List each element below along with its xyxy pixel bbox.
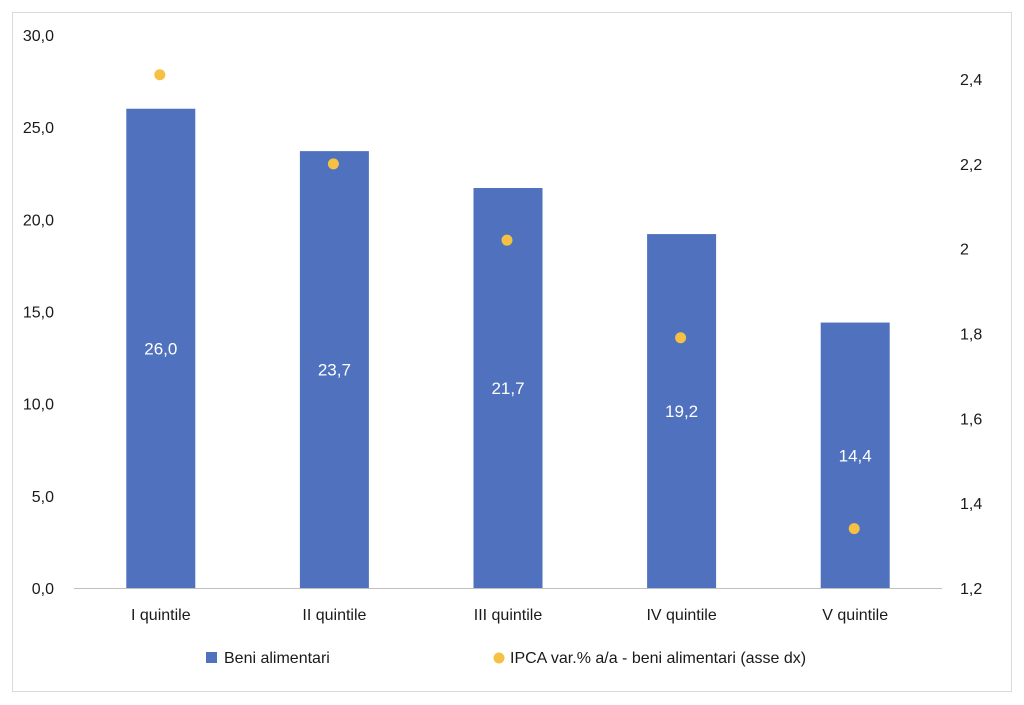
scatter-series [154, 69, 860, 535]
left-tick-label: 0,0 [32, 581, 54, 598]
category-label: V quintile [822, 607, 888, 624]
scatter-point [154, 69, 166, 81]
right-tick-label: 1,8 [960, 327, 982, 344]
bar [126, 108, 196, 588]
category-label: IV quintile [646, 607, 716, 624]
bar-data-label: 26,0 [144, 339, 177, 358]
scatter-point [675, 332, 687, 344]
left-axis-ticks: 0,0 5,0 10,0 15,0 20,0 25,0 30,0 [23, 28, 54, 598]
category-label: I quintile [131, 607, 191, 624]
bar [820, 322, 890, 588]
right-tick-label: 1,2 [960, 581, 982, 598]
bar-data-label: 23,7 [318, 361, 351, 380]
left-tick-label: 10,0 [23, 397, 54, 414]
bar-data-labels: 26,0 23,7 21,7 19,2 14,4 [144, 339, 871, 465]
bar [473, 187, 543, 588]
category-label: II quintile [302, 607, 366, 624]
left-tick-label: 30,0 [23, 28, 54, 45]
left-tick-label: 5,0 [32, 489, 54, 506]
category-labels: I quintile II quintile III quintile IV quin… [131, 607, 888, 624]
legend-bar-swatch [206, 652, 217, 663]
scatter-point [501, 234, 513, 246]
bar [647, 234, 717, 588]
right-tick-label: 2,2 [960, 157, 982, 174]
bar-data-label: 14,4 [839, 446, 872, 465]
right-axis-ticks: 1,2 1,4 1,6 1,8 2 2,2 2,4 [960, 72, 982, 598]
legend-dot-swatch [493, 652, 505, 664]
scatter-point [848, 523, 860, 535]
legend-bar-label: Beni alimentari [224, 650, 330, 667]
right-tick-label: 1,4 [960, 496, 982, 513]
right-tick-label: 1,6 [960, 411, 982, 428]
category-label: III quintile [474, 607, 543, 624]
legend-dot-label: IPCA var.% a/a - beni alimentari (asse d… [510, 650, 806, 667]
bar [299, 151, 369, 588]
left-tick-label: 25,0 [23, 120, 54, 137]
right-tick-label: 2 [960, 242, 969, 259]
bar-data-label: 19,2 [665, 402, 698, 421]
scatter-point [327, 158, 339, 170]
left-tick-label: 20,0 [23, 212, 54, 229]
bar-series [126, 108, 890, 588]
legend: Beni alimentari IPCA var.% a/a - beni al… [206, 650, 806, 667]
left-tick-label: 15,0 [23, 305, 54, 322]
right-tick-label: 2,4 [960, 72, 982, 89]
bar-data-label: 21,7 [491, 379, 524, 398]
